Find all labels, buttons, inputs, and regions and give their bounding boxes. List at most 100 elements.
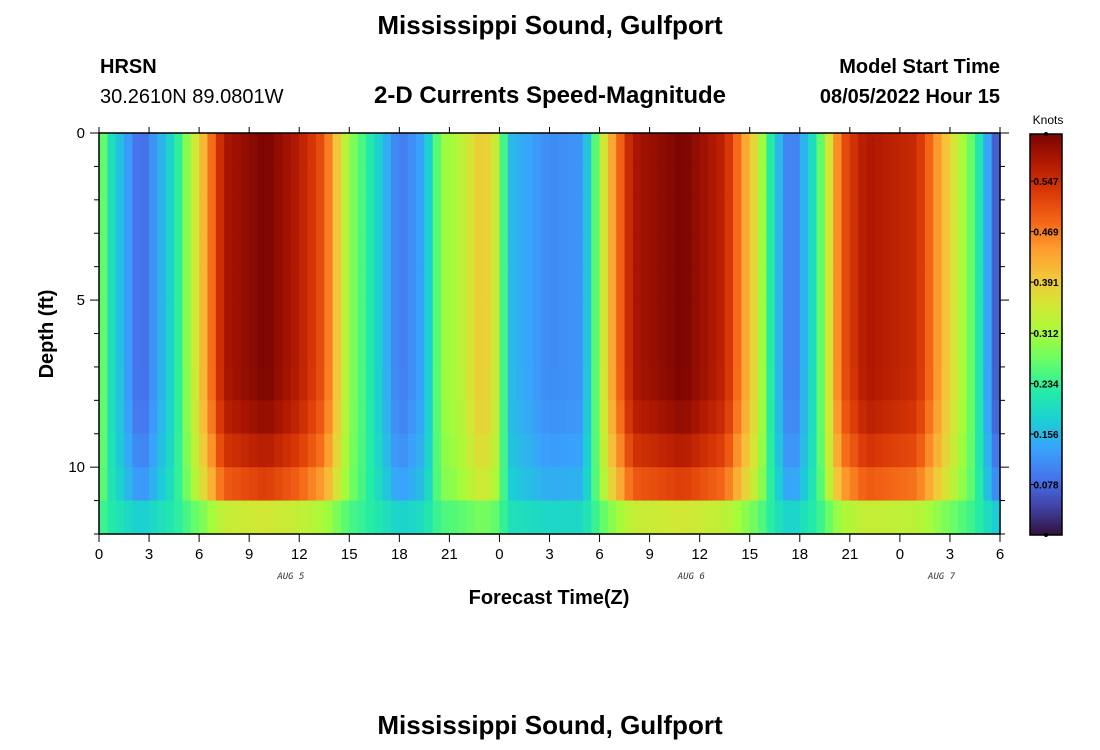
heatmap-cell [808,500,818,535]
heatmap-cell [390,300,400,335]
heatmap-cell [399,500,409,535]
heatmap-cell [891,166,901,201]
heatmap-cell [674,366,684,401]
heatmap-cell [399,266,409,301]
heatmap-cell [891,266,901,301]
heatmap-cell [691,133,701,168]
heatmap-cell [274,500,284,535]
heatmap-cell [457,133,467,168]
heatmap-cell [207,266,217,301]
heatmap-cell [332,300,342,335]
heatmap-cell [874,300,884,335]
heatmap-cell [416,467,425,502]
heatmap-cell [691,366,701,401]
heatmap-cell [507,233,517,268]
heatmap-cell [441,500,450,535]
heatmap-cell [924,433,934,468]
heatmap-cell [716,233,726,268]
heatmap-cell [849,233,859,268]
heatmap-cell [132,266,142,301]
heatmap-cell [124,333,133,368]
heatmap-cell [466,233,476,268]
heatmap-cell [474,300,484,335]
heatmap-cell [983,199,993,234]
heatmap-cell [958,333,968,368]
heatmap-cell [849,166,859,201]
heatmap-cell [157,400,167,435]
heatmap-cell [257,266,267,301]
heatmap-cell [908,233,918,268]
heatmap-cell [240,433,250,468]
heatmap-cell [649,333,659,368]
heatmap-cell [315,400,325,435]
heatmap-cell [933,467,943,502]
heatmap-cell [507,199,517,234]
heatmap-cell [791,166,801,201]
heatmap-cell [149,400,158,435]
heatmap-cell [591,266,601,301]
heatmap-cell [207,366,217,401]
heatmap-cell [974,133,984,168]
heatmap-cell [691,300,701,335]
heatmap-cell [657,266,667,301]
heatmap-cell [457,233,467,268]
heatmap-cell [491,233,501,268]
heatmap-cell [733,467,742,502]
heatmap-cell [499,199,509,234]
heatmap-cell [432,233,442,268]
heatmap-cell [741,166,751,201]
heatmap-cell [691,199,701,234]
heatmap-cell [491,300,501,335]
heatmap-cell [716,300,726,335]
heatmap-cell [274,333,284,368]
heatmap-cell [774,500,784,535]
heatmap-cell [541,300,551,335]
heatmap-cell [908,199,918,234]
heatmap-cell [390,400,400,435]
heatmap-cell [215,199,225,234]
heatmap-cell [941,400,951,435]
heatmap-cell [724,333,734,368]
heatmap-cell [783,366,793,401]
heatmap-cell [382,199,392,234]
heatmap-cell [682,333,692,368]
heatmap-cell [874,433,884,468]
heatmap-cell [149,366,158,401]
heatmap-cell [365,133,375,168]
heatmap-cell [749,500,759,535]
heatmap-cell [899,433,909,468]
heatmap-cell [849,500,859,535]
heatmap-cell [666,233,676,268]
heatmap-cell [624,166,634,201]
heatmap-cell [841,333,851,368]
heatmap-cell [874,233,884,268]
heatmap-cell [624,433,634,468]
heatmap-cell [474,433,484,468]
heatmap-cell [99,467,108,502]
heatmap-cell [733,166,742,201]
heatmap-cell [257,500,267,535]
heatmap-cell [708,233,717,268]
heatmap-cell [666,266,676,301]
heatmap-cell [365,433,375,468]
heatmap-cell [357,500,367,535]
heatmap-cell [265,166,275,201]
heatmap-cell [657,199,667,234]
heatmap-cell [491,366,501,401]
heatmap-cell [858,333,868,368]
heatmap-cell [340,467,350,502]
heatmap-cell [549,366,559,401]
heatmap-cell [407,333,417,368]
heatmap-cell [240,199,250,234]
heatmap-cell [474,166,484,201]
heatmap-cell [908,266,918,301]
heatmap-cell [499,300,509,335]
heatmap-cell [315,300,325,335]
heatmap-cell [240,500,250,535]
heatmap-cell [407,233,417,268]
heatmap-cell [916,133,926,168]
heatmap-cell [666,199,676,234]
heatmap-cell [99,400,108,435]
heatmap-cell [140,400,150,435]
current-speed-chart: 0 3 6 9 12 15 18 21 0 3 6 9 12 15 18 21 0 3 6 AUG 5 AUG 6 AUG… [36,113,1063,609]
